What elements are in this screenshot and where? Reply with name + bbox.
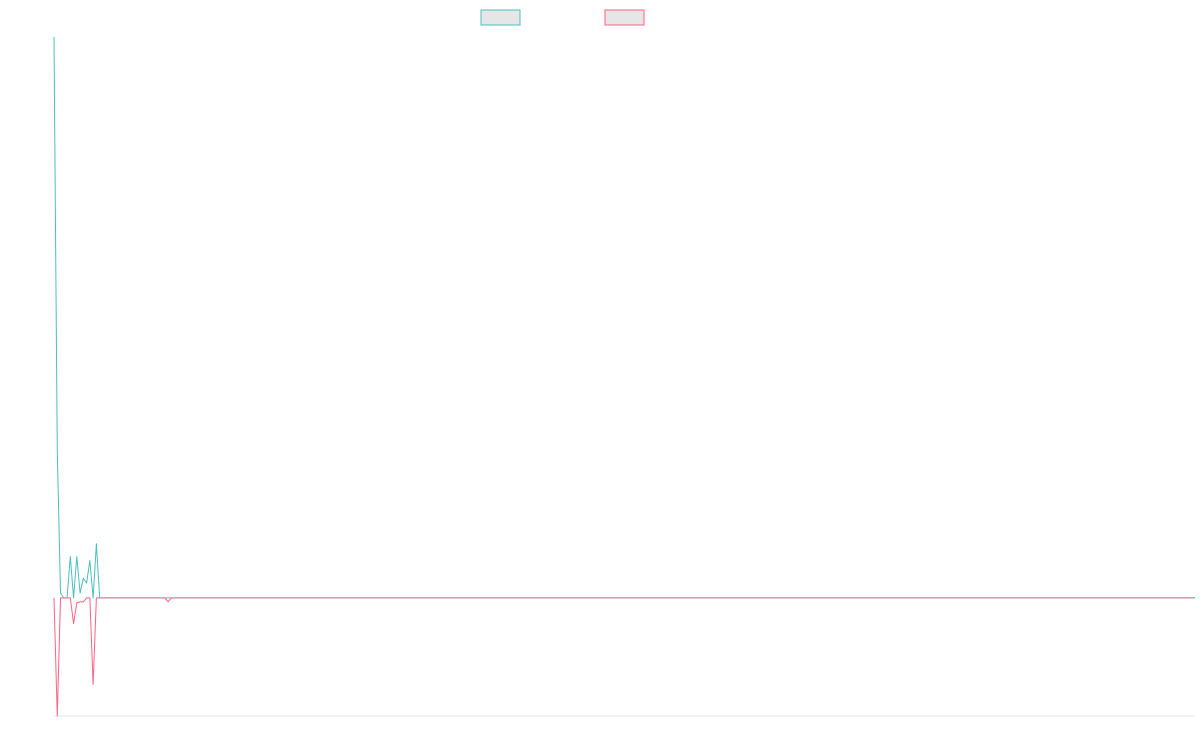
legend-swatch-series-2[interactable]	[604, 9, 645, 26]
plot-area	[53, 36, 1195, 717]
legend	[480, 9, 645, 26]
series-line-1	[53, 36, 1195, 599]
series-line-2	[53, 597, 1195, 717]
legend-swatch-series-1[interactable]	[480, 9, 521, 26]
